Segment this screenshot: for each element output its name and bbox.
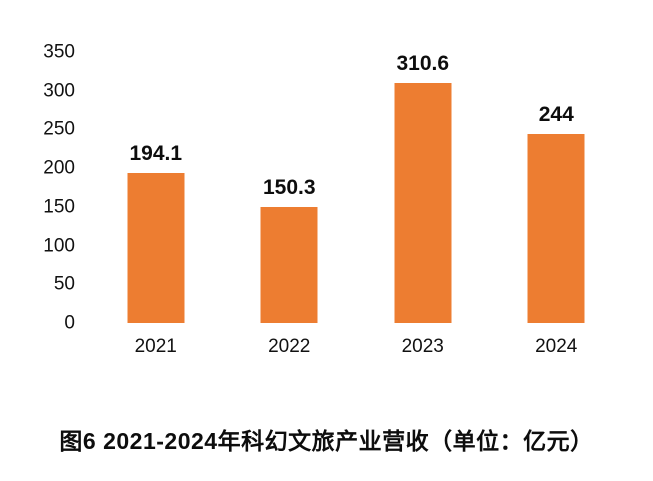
bar-column: 194.1 2021: [89, 52, 223, 356]
y-axis-tick-label: 350: [43, 41, 75, 63]
y-axis-tick-label: 100: [43, 235, 75, 257]
bar-value-label: 150.3: [262, 175, 316, 199]
y-axis-tick-label: 50: [53, 273, 75, 295]
chart-title: 图6 2021-2024年科幻文旅产业营收（单位：亿元）: [59, 428, 594, 454]
bar-value-label: 310.6: [396, 51, 450, 75]
x-axis-label: 2021: [134, 336, 177, 357]
bar: [127, 172, 185, 323]
x-axis-label: 2023: [401, 336, 444, 357]
plot-area: 194.1 2021 150.3 2022 310.6 2023 244 2024: [89, 51, 624, 356]
y-axis-tick-label: 150: [43, 196, 75, 218]
y-axis-tick-label: 0: [64, 312, 75, 334]
bar-column: 244 2024: [490, 52, 624, 356]
x-axis-label: 2022: [268, 336, 311, 357]
bar-value-label: 194.1: [129, 141, 183, 165]
bar-column: 310.6 2023: [356, 51, 490, 356]
y-axis-tick-label: 250: [43, 118, 75, 140]
bar: [394, 82, 452, 323]
x-axis-label: 2024: [535, 336, 578, 357]
bar-column: 150.3 2022: [223, 52, 357, 356]
y-axis-tick-label: 300: [43, 80, 75, 102]
bar: [260, 206, 318, 323]
y-axis: 0 50 100 150 200 250 300 350: [0, 0, 75, 481]
bar: [527, 134, 585, 323]
y-axis-tick-label: 200: [43, 157, 75, 179]
bar-value-label: 244: [538, 103, 574, 127]
